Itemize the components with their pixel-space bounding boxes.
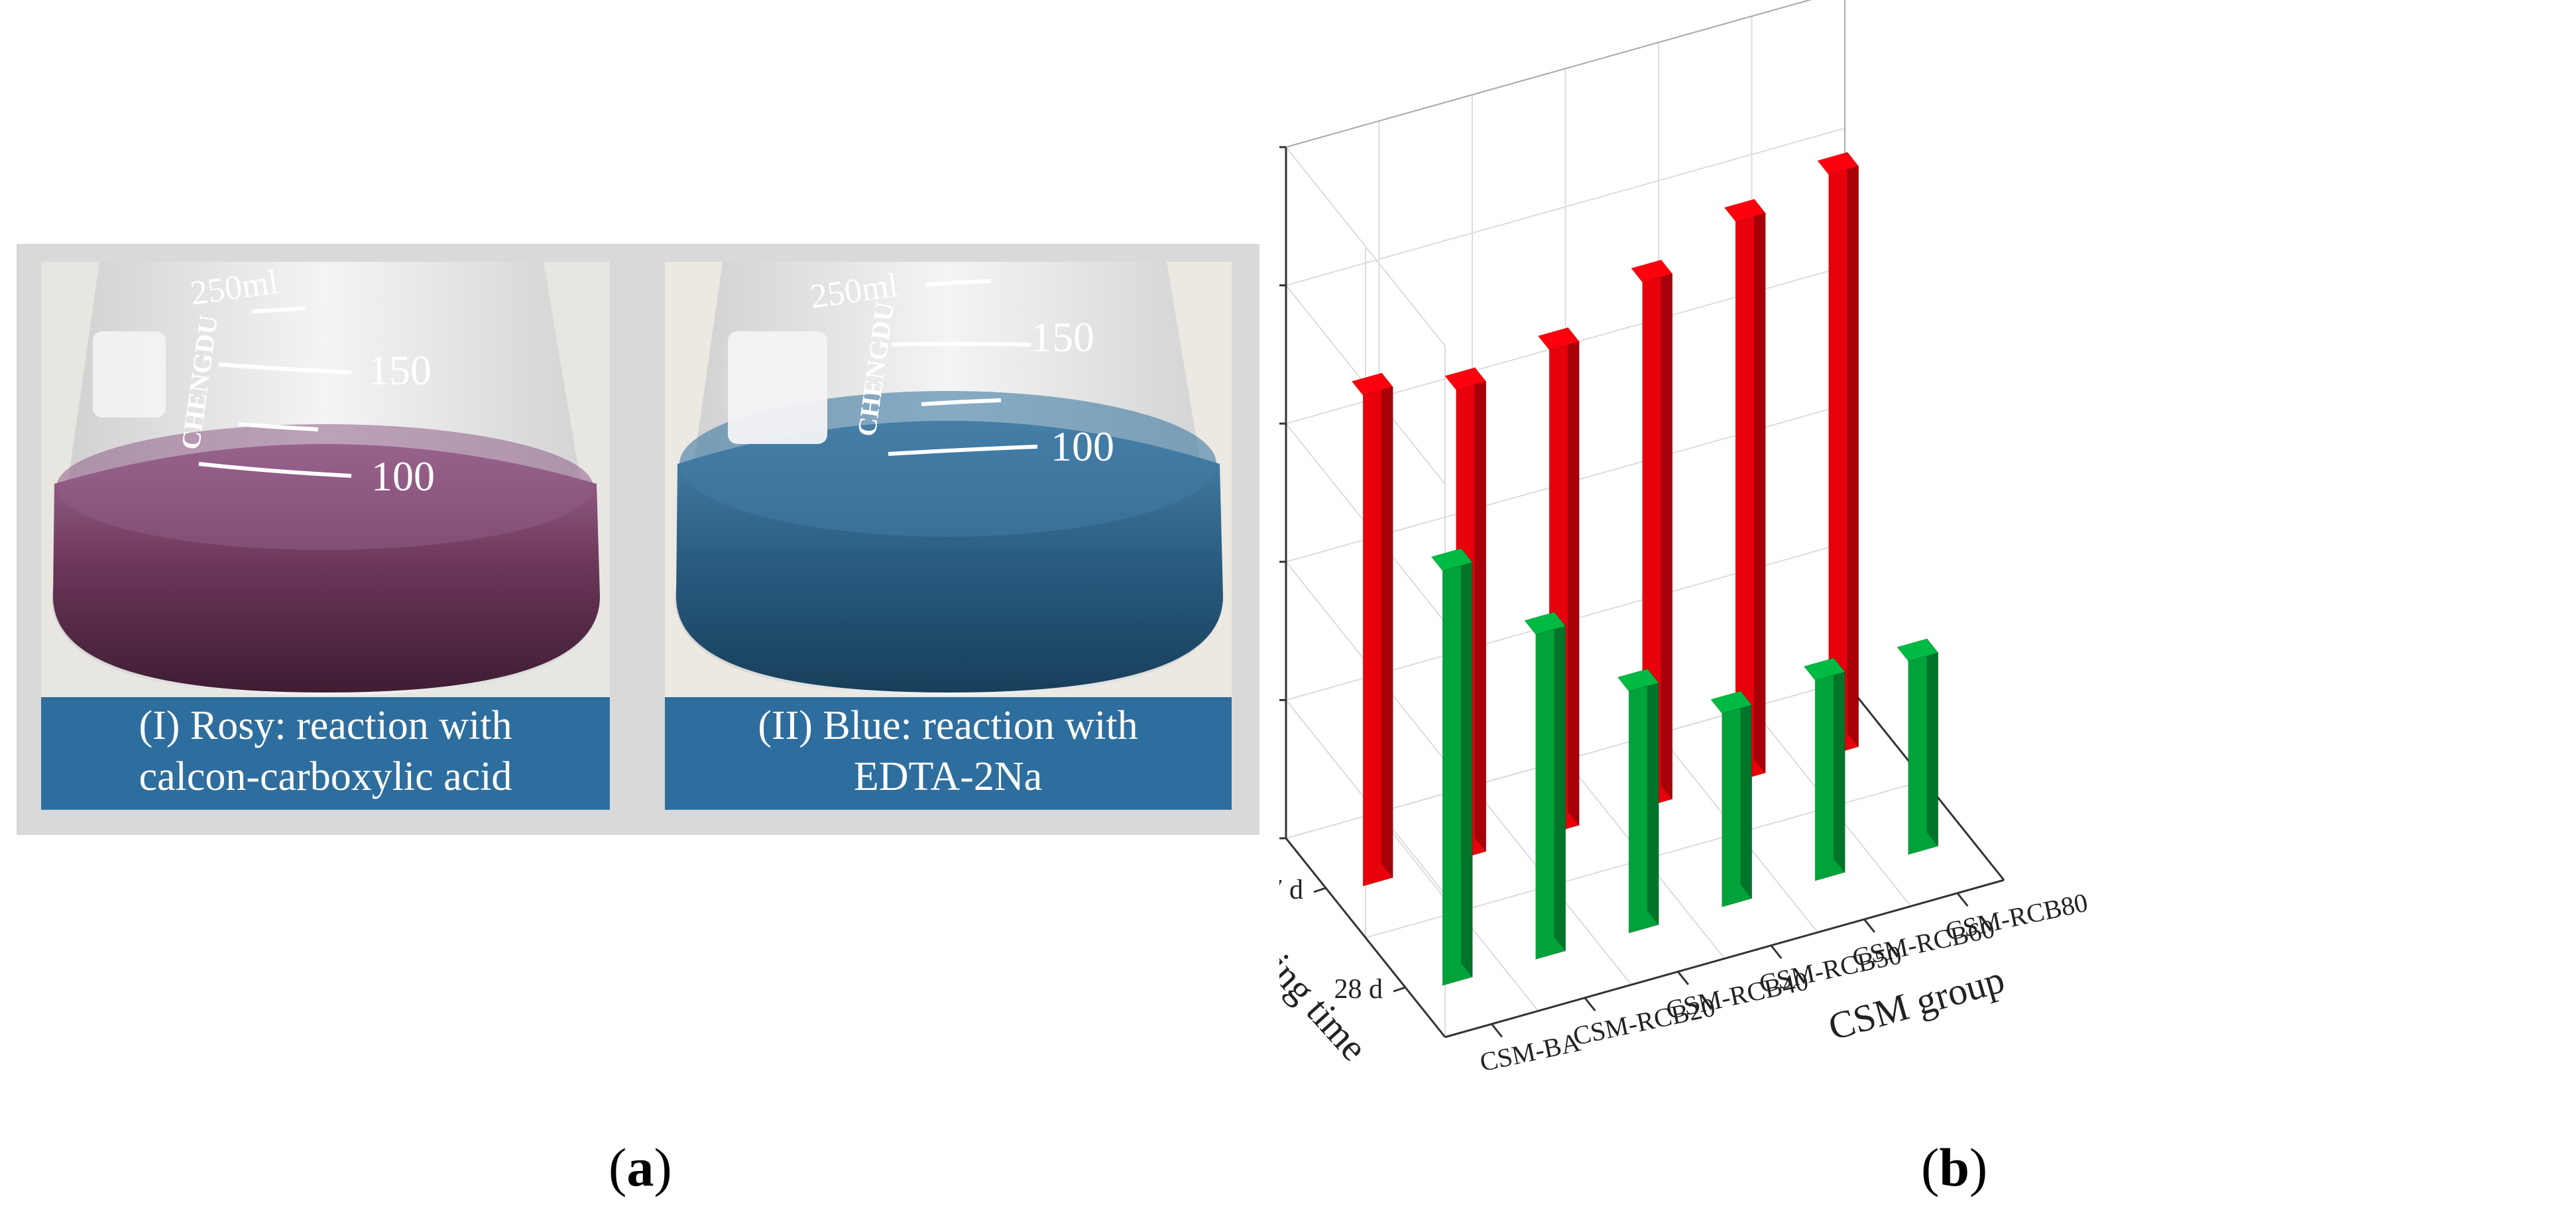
top-edge (1285, 0, 1812, 148)
mark-100: 100 (1051, 423, 1114, 470)
x-tick (1677, 971, 1690, 985)
bar-side-face (1833, 657, 1845, 873)
bar-28d-CSM-RCB80 (1897, 638, 1939, 856)
bar-7d-CSM-BA (1351, 372, 1393, 887)
bar-28d-CSM-RCB20 (1524, 611, 1566, 960)
caption-a: (a) (609, 1137, 672, 1197)
bar-top-face (1537, 327, 1580, 351)
bar-side-face (1661, 258, 1673, 801)
x-tick (1491, 1023, 1503, 1038)
bar-top-face (1351, 372, 1393, 396)
bars (1351, 151, 1939, 986)
caption-letter: b (1939, 1137, 1969, 1197)
bar-7d-CSM-RCB60 (1724, 198, 1766, 782)
caption-letter: a (626, 1137, 654, 1197)
bar-top-face (1897, 638, 1939, 662)
bar-side-face (1474, 366, 1487, 853)
bar-side-face (1847, 151, 1859, 748)
panel-a: 250ml CHENGDU 150 100 (I) Rosy: reaction… (0, 0, 1279, 1217)
flask-label-line2: calcon-carboxylic acid (139, 754, 512, 799)
grid-line (1285, 146, 1446, 347)
bar-28d-CSM-RCB50 (1710, 690, 1753, 908)
bar-28d-CSM-RCB60 (1803, 657, 1845, 881)
bar-side-face (1740, 690, 1753, 900)
x-axis-line (1444, 879, 2005, 1038)
flask-photo-1: 250ml CHENGDU 150 100 (I) Rosy: reaction… (41, 262, 610, 810)
bar-side-face (1926, 638, 1939, 848)
bar-7d-CSM-RCB80 (1817, 151, 1859, 756)
bar-top-face (1710, 691, 1753, 714)
x-tick (1584, 997, 1596, 1012)
panel-b: 0246810EDTA consumption (mL)CSM-BACSM-RC… (1200, 0, 2576, 1217)
bar-side-face (1554, 611, 1566, 952)
bar-side-face (1647, 667, 1659, 926)
x-tick (1863, 918, 1876, 933)
mark-100: 100 (371, 453, 435, 500)
grid-line (1285, 127, 1845, 286)
x-tick-label: CSM-BA (1477, 1027, 1582, 1078)
bar-28d-CSM-RCB40 (1617, 667, 1659, 934)
y-tick (1313, 887, 1326, 893)
bar-top-face (1817, 152, 1859, 176)
flask-label-line1: (II) Blue: reaction with (758, 703, 1138, 748)
y-axis-line (1285, 838, 1446, 1038)
y-tick-label: 28 d (1334, 974, 1383, 1005)
x-tick-label: CSM-RCB80 (1943, 887, 2090, 946)
bar-side-face (1381, 372, 1393, 879)
bar-side-face (1567, 326, 1580, 826)
bar-top-face (1724, 199, 1766, 222)
bar-top-face (1631, 259, 1673, 283)
flask-label-box (665, 697, 1232, 810)
flask-label-line2: EDTA-2Na (854, 754, 1042, 799)
bar3d-chart: 0246810EDTA consumption (mL)CSM-BACSM-RC… (1200, 0, 2090, 1078)
flask-label-line1: (I) Rosy: reaction with (139, 703, 512, 748)
flask-photos: 250ml CHENGDU 150 100 (I) Rosy: reaction… (17, 244, 1259, 835)
bar-top-face (1444, 367, 1487, 390)
bar-top-face (1431, 548, 1473, 571)
bar-side-face (1753, 198, 1766, 774)
bar-28d-CSM-BA (1431, 547, 1473, 986)
caption-b: (b) (1921, 1137, 1988, 1197)
bar-side-face (1460, 547, 1473, 978)
x-tick (1956, 892, 1969, 907)
y-tick (1393, 986, 1406, 993)
mark-150: 150 (1031, 313, 1094, 360)
mark-150: 150 (368, 347, 432, 394)
flask-photo-2: 250ml CHENGDU 150 100 (II) Blue: reactio… (665, 262, 1232, 810)
x-tick (1770, 944, 1783, 960)
bar-top-face (1617, 668, 1659, 692)
y-tick-label: 7 d (1279, 875, 1303, 905)
bar-top-face (1803, 657, 1845, 681)
flask-label-box (41, 697, 610, 810)
bar-top-face (1524, 612, 1566, 635)
